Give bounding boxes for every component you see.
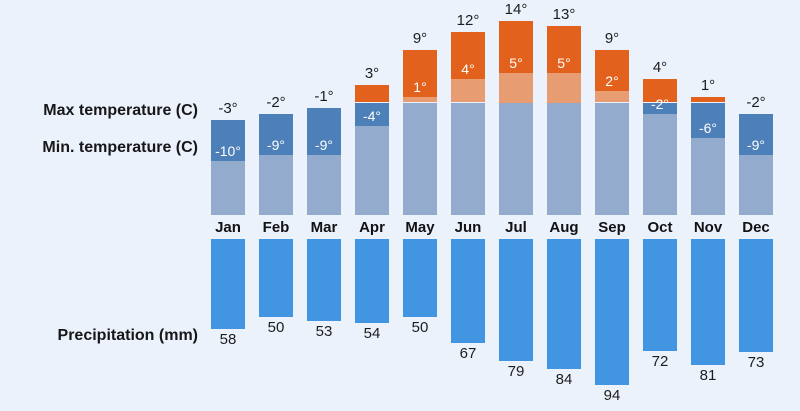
temp-bar-warm-segment-sep	[595, 49, 629, 91]
temp-bar-base-segment-apr	[355, 125, 389, 215]
temp-bar-warm-segment-jun	[451, 32, 485, 80]
precip-bar-may	[403, 239, 437, 317]
min-temp-value-apr: -4°	[362, 107, 382, 124]
precip-value-mar: 53	[315, 323, 333, 341]
temp-bar-warm-light-segment-aug	[547, 73, 581, 103]
temp-bar-base-segment-jan	[211, 161, 245, 215]
temp-bar-cold-segment-feb	[259, 114, 293, 156]
temp-bar-cold-segment-mar	[307, 108, 341, 156]
max-temp-value-jul: 14°	[504, 0, 528, 18]
precip-value-aug: 84	[555, 371, 573, 389]
temp-bar-cold-segment-apr	[355, 102, 389, 126]
min-temp-value-jul: 5°	[509, 55, 523, 72]
month-label-jul: Jul	[505, 219, 527, 236]
month-label-mar: Mar	[310, 219, 338, 236]
month-label-nov: Nov	[693, 219, 723, 236]
temp-bar-warm-light-segment-jul	[499, 73, 533, 103]
temp-bar-warm-light-segment-sep	[595, 90, 629, 103]
temp-bar-warm-segment-may	[403, 49, 437, 97]
min-temp-value-sep: 2°	[605, 72, 619, 89]
precip-bar-feb	[259, 239, 293, 317]
precip-bar-nov	[691, 239, 725, 365]
precip-bar-dec	[739, 239, 773, 353]
precipitation-axis-label: Precipitation (mm)	[57, 327, 198, 344]
temp-bar-warm-segment-nov	[691, 96, 725, 103]
temp-bar-warm-segment-jul	[499, 20, 533, 74]
temp-bar-cold-segment-oct	[643, 102, 677, 115]
max-temp-value-aug: 13°	[552, 6, 576, 24]
temp-bar-warm-light-segment-jun	[451, 79, 485, 103]
month-label-may: May	[405, 219, 435, 236]
max-temperature-axis-label: Max temperature (C)	[43, 102, 198, 119]
max-temp-value-jun: 12°	[456, 12, 480, 30]
precip-value-apr: 54	[363, 324, 381, 342]
max-temp-value-oct: 4°	[652, 59, 668, 77]
precip-value-oct: 72	[651, 352, 669, 370]
precip-bar-mar	[307, 239, 341, 322]
precip-value-sep: 94	[603, 386, 621, 404]
month-label-feb: Feb	[262, 219, 290, 236]
month-label-jan: Jan	[215, 219, 241, 236]
max-temp-value-nov: 1°	[700, 76, 716, 94]
temp-bar-warm-light-segment-may	[403, 96, 437, 103]
min-temp-value-nov: -6°	[698, 119, 718, 136]
precip-value-jun: 67	[459, 344, 477, 362]
precip-bar-aug	[547, 239, 581, 370]
precip-bar-jul	[499, 239, 533, 362]
max-temp-value-jan: -3°	[218, 100, 238, 118]
max-temp-value-feb: -2°	[266, 94, 286, 112]
month-label-apr: Apr	[359, 219, 385, 236]
precip-bar-apr	[355, 239, 389, 323]
min-temp-value-aug: 5°	[557, 55, 571, 72]
precip-value-jul: 79	[507, 363, 525, 381]
min-temperature-axis-label: Min. temperature (C)	[42, 139, 198, 156]
temp-bar-cold-segment-nov	[691, 102, 725, 138]
precip-bar-oct	[643, 239, 677, 351]
temp-bar-base-segment-may	[403, 102, 437, 215]
min-temp-value-jan: -10°	[215, 143, 241, 159]
precip-bar-sep	[595, 239, 629, 385]
precip-value-nov: 81	[699, 366, 717, 384]
temp-bar-base-segment-aug	[547, 102, 581, 215]
max-temp-value-dec: -2°	[746, 94, 766, 112]
temp-bar-base-segment-jul	[499, 102, 533, 215]
max-temp-value-apr: 3°	[364, 64, 380, 82]
temp-bar-warm-segment-aug	[547, 26, 581, 74]
temp-bar-cold-segment-dec	[739, 114, 773, 156]
month-label-dec: Dec	[742, 219, 770, 236]
temp-bar-cold-segment-jan	[211, 120, 245, 161]
precip-bar-jan	[211, 239, 245, 329]
month-label-sep: Sep	[598, 219, 626, 236]
temp-bar-base-segment-nov	[691, 137, 725, 215]
temp-bar-warm-segment-oct	[643, 79, 677, 103]
month-label-jun: Jun	[454, 219, 482, 236]
month-label-aug: Aug	[549, 219, 579, 236]
precip-bar-jun	[451, 239, 485, 343]
month-label-oct: Oct	[647, 219, 673, 236]
min-temp-value-dec: -9°	[746, 137, 766, 154]
min-temp-value-oct: -2°	[650, 96, 670, 113]
temp-bar-base-segment-oct	[643, 114, 677, 215]
precip-value-dec: 73	[747, 354, 765, 372]
min-temp-value-may: 1°	[413, 78, 427, 95]
max-temp-value-may: 9°	[412, 29, 428, 47]
min-temp-value-jun: 4°	[461, 61, 475, 78]
temp-bar-base-segment-dec	[739, 155, 773, 215]
max-temp-value-sep: 9°	[604, 29, 620, 47]
temp-bar-warm-segment-apr	[355, 84, 389, 103]
min-temp-value-mar: -9°	[314, 137, 334, 154]
temp-bar-base-segment-mar	[307, 155, 341, 215]
min-temp-value-feb: -9°	[266, 137, 286, 154]
temp-bar-base-segment-jun	[451, 102, 485, 215]
precip-value-jan: 58	[219, 330, 237, 348]
temp-bar-base-segment-feb	[259, 155, 293, 215]
max-temp-value-mar: -1°	[314, 88, 334, 106]
precip-value-may: 50	[411, 318, 429, 336]
temp-bar-base-segment-sep	[595, 102, 629, 215]
precip-value-feb: 50	[267, 318, 285, 336]
